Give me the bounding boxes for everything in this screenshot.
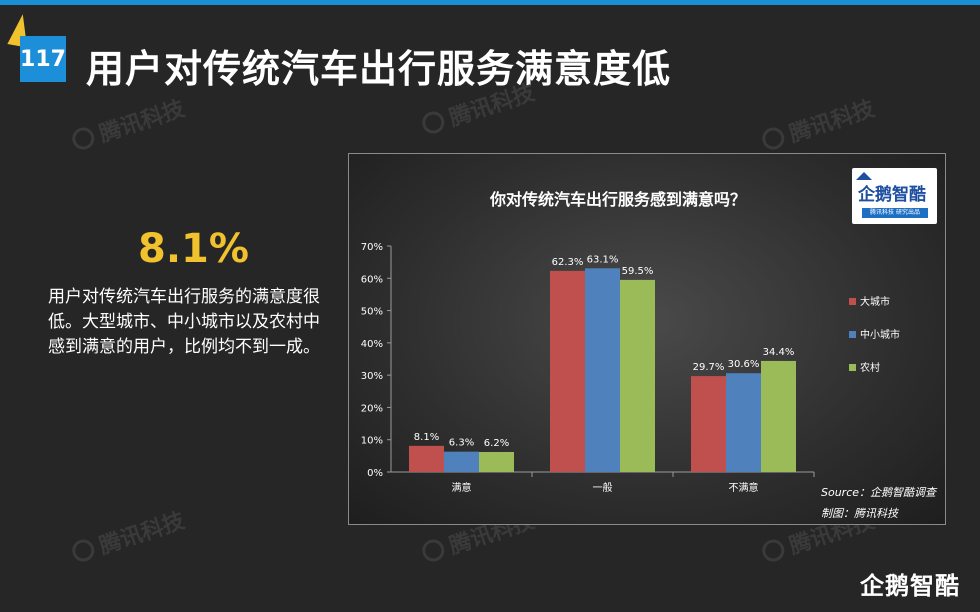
y-tick-label: 70% <box>361 242 383 253</box>
legend-label: 中小城市 <box>860 328 900 341</box>
watermark: 腾讯科技 <box>68 503 188 569</box>
bar <box>585 268 620 472</box>
page-title: 用户对传统汽车出行服务满意度低 <box>86 47 672 91</box>
bar <box>479 451 514 472</box>
y-tick-label: 30% <box>361 371 383 382</box>
legend-swatch <box>849 298 856 305</box>
data-label: 34.4% <box>763 347 795 358</box>
bar <box>444 451 479 472</box>
house-icon <box>856 172 872 180</box>
y-tick-label: 40% <box>361 339 383 350</box>
page-number: 117 <box>20 36 66 82</box>
legend-label: 农村 <box>860 361 880 374</box>
chart-source: Source：企鹅智酷调查 <box>821 486 937 499</box>
y-tick-label: 20% <box>361 403 383 414</box>
bar <box>726 373 761 472</box>
summary-text: 用户对传统汽车出行服务的满意度很低。大型城市、中小城市以及农村中感到满意的用户，… <box>48 287 320 357</box>
data-label: 29.7% <box>693 362 725 373</box>
y-tick-label: 10% <box>361 436 383 447</box>
legend-label: 大城市 <box>860 295 890 308</box>
data-label: 8.1% <box>414 432 439 443</box>
brand-logo: 企鹅智酷 腾讯科技 研究出品 <box>852 168 937 224</box>
watermark: 腾讯科技 <box>758 91 878 157</box>
x-tick-label: 不满意 <box>729 481 759 494</box>
chart-credit: 制图：腾讯科技 <box>821 507 898 520</box>
watermark-icon <box>759 124 788 153</box>
bottom-brand-logo: 企鹅智酷 <box>860 572 960 600</box>
watermark-icon <box>419 536 448 565</box>
chart-title: 你对传统汽车出行服务感到满意吗？ <box>489 190 746 209</box>
bar <box>550 270 585 472</box>
brand-logo-tagline: 腾讯科技 研究出品 <box>862 208 928 218</box>
watermark: 腾讯科技 <box>68 91 188 157</box>
y-tick-label: 0% <box>367 468 383 479</box>
data-label: 63.1% <box>587 254 619 265</box>
y-tick-label: 50% <box>361 307 383 318</box>
watermark-icon <box>69 536 98 565</box>
bar <box>761 360 796 472</box>
watermark-icon <box>419 108 448 137</box>
data-label: 6.2% <box>484 438 509 449</box>
data-label: 30.6% <box>728 359 760 370</box>
watermark-icon <box>69 124 98 153</box>
brand-logo-name: 企鹅智酷 <box>858 185 926 205</box>
data-label: 59.5% <box>622 266 654 277</box>
x-tick-label: 一般 <box>593 481 613 494</box>
x-tick-label: 满意 <box>452 481 472 494</box>
bar <box>620 279 655 472</box>
legend-swatch <box>849 331 856 338</box>
data-label: 62.3% <box>552 257 584 268</box>
bar <box>409 445 444 472</box>
bar-chart: 0% 10% 20% 30% 40% 50% 60% 70% 满意 8.1% 6.3% 6.2% 一般 6… <box>361 242 900 494</box>
bar <box>691 376 726 472</box>
y-tick-label: 60% <box>361 274 383 285</box>
top-accent-bar <box>0 0 980 5</box>
chart-panel: 你对传统汽车出行服务感到满意吗？ 企鹅智酷 腾讯科技 研究出品 0% 10% 20%… <box>348 153 946 525</box>
highlight-percentage: 8.1% <box>138 226 249 272</box>
legend-swatch <box>849 364 856 371</box>
data-label: 6.3% <box>449 438 474 449</box>
watermark-icon <box>759 536 788 565</box>
